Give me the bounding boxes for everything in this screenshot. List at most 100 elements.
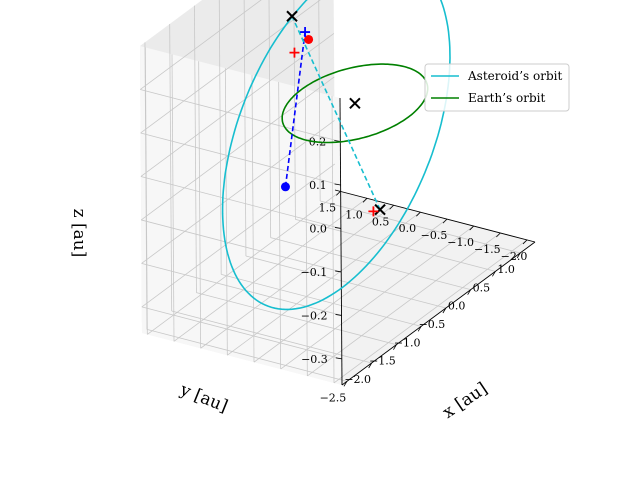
y-tick-label: 0.0 <box>399 222 417 235</box>
grid-line-x-back <box>268 0 272 238</box>
grid-line-z-side <box>140 132 341 186</box>
grid-line-z-back <box>141 120 335 264</box>
grid-line-x-floor <box>196 292 397 346</box>
dot-marker <box>280 182 290 192</box>
grid-line-z-back <box>140 76 335 221</box>
x-tick-mark <box>516 252 521 259</box>
x-tick-mark <box>442 307 447 314</box>
grid-line-y-floor <box>173 197 368 342</box>
legend-label-asteroid: Asteroid’s orbit <box>467 69 562 83</box>
grid-line-y-side <box>278 82 282 370</box>
y-tick-mark <box>336 191 341 196</box>
legend: Asteroid’s orbit Earth’s orbit <box>424 63 570 112</box>
grid-line-x-floor <box>270 237 471 291</box>
z-tick-label: −0.2 <box>301 309 328 322</box>
y-tick-mark <box>389 204 394 210</box>
z-tick-mark <box>335 357 342 360</box>
side-pane <box>140 46 342 385</box>
x-tick-label: −0.5 <box>419 318 446 331</box>
grid-line-x-floor <box>146 328 348 382</box>
y-tick-label: −2.0 <box>501 250 528 263</box>
x-tick-mark <box>343 381 348 387</box>
legend-label-earth: Earth’s orbit <box>468 91 545 105</box>
z-tick-label: −0.1 <box>300 266 327 279</box>
grid-line-y-side <box>144 47 148 335</box>
grid-line-z-side <box>141 263 342 316</box>
z-tick-mark <box>334 227 341 229</box>
plus-marker <box>300 27 311 38</box>
x-marker <box>374 203 386 216</box>
z-tick-label: 0.0 <box>309 222 327 235</box>
y-tick-mark <box>416 211 421 217</box>
x-tick-label: −1.5 <box>369 355 396 368</box>
dot-marker <box>304 34 314 44</box>
x-tick-label: −2.5 <box>320 391 347 404</box>
z-tick-label: 0.1 <box>309 179 327 192</box>
grid-line-y-side <box>171 54 175 342</box>
grid-line-z-back <box>140 0 262 90</box>
y-axis-line <box>334 189 536 243</box>
x-tick-mark <box>492 271 496 277</box>
z-axis-line <box>339 97 343 386</box>
grid-line-z-back <box>141 163 336 308</box>
z-tick-mark <box>335 314 342 316</box>
grid-line-y-floor <box>200 204 394 349</box>
grid-line-y-floor <box>227 211 421 356</box>
x-marker <box>349 97 361 110</box>
z-tick-label: −0.3 <box>301 353 328 366</box>
grid-line-x-floor <box>320 200 521 254</box>
grid-line-x-back <box>169 23 173 312</box>
axis-lines <box>334 97 536 386</box>
grid-line-y-side <box>304 88 308 376</box>
y-tick-mark <box>469 225 474 231</box>
grid-line-x-back <box>318 0 321 202</box>
grid-line-y-floor <box>280 225 474 370</box>
grid-line-y-floor <box>147 191 341 335</box>
grid-line-y-floor <box>307 232 501 377</box>
z-tick-mark <box>335 270 342 273</box>
x-tick-mark <box>467 289 472 295</box>
z-axis-label: z [au] <box>69 209 89 258</box>
y-tick-label: −1.0 <box>447 236 474 249</box>
y-tick-mark <box>496 232 501 238</box>
grid-line-z-side <box>141 306 342 360</box>
y-tick-mark <box>362 198 368 203</box>
x-tick-label: −1.0 <box>394 336 421 349</box>
x-tick-label: −2.0 <box>344 373 371 386</box>
x-tick-mark <box>417 326 422 332</box>
grid-line-z-back <box>140 0 321 134</box>
grid-line-x-back <box>293 0 296 220</box>
y-axis-label: y [au] <box>176 379 230 416</box>
grid-line-y-side <box>251 75 255 363</box>
x-axis-label: x [au] <box>439 379 491 423</box>
grid-line-x-floor <box>295 218 496 272</box>
y-tick-label: 1.0 <box>345 208 363 221</box>
x-axis-line <box>341 241 536 386</box>
plus-marker <box>368 206 379 217</box>
grid-line-z-side <box>140 176 342 229</box>
x-tick-mark <box>393 344 397 350</box>
grid-lines <box>140 0 528 384</box>
tick-labels: −2.5−2.0−1.5−1.0−0.50.00.51.01.51.00.50.… <box>300 135 527 404</box>
grid-line-y-side <box>198 61 202 349</box>
asteroid-orbit-line <box>221 0 451 311</box>
y-tick-label: −0.5 <box>421 229 448 242</box>
plot-content <box>221 0 451 311</box>
x-marker <box>286 10 298 22</box>
y-tick-label: −1.5 <box>474 243 501 256</box>
y-tick-label: 1.5 <box>319 201 337 214</box>
x-tick-label: 1.0 <box>497 263 515 276</box>
plus-marker <box>289 47 300 58</box>
legend-box <box>424 63 570 112</box>
dashed-connector-line <box>284 31 306 187</box>
dashed-connector-line <box>291 15 381 210</box>
grid-line-x-back <box>243 0 247 257</box>
x-tick-label: 0.5 <box>473 281 491 294</box>
grid-line-z-side <box>141 219 342 273</box>
grid-line-x-back <box>218 0 222 275</box>
grid-line-y-side <box>224 68 228 356</box>
y-tick-mark <box>442 218 448 224</box>
grid-line-x-back <box>194 5 197 293</box>
grid-line-y-floor <box>253 218 448 363</box>
